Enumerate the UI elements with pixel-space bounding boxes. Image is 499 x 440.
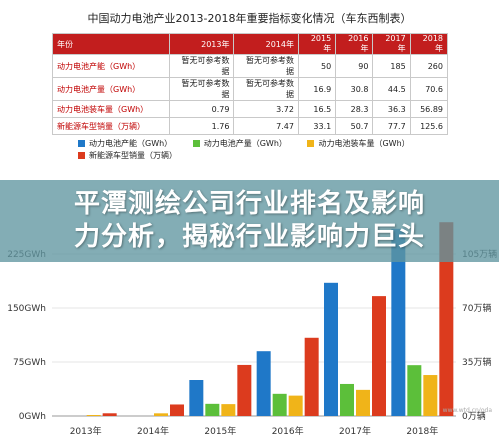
table-header-cell: 2016年 (335, 33, 374, 55)
legend-swatch (78, 152, 85, 159)
table-row: 动力电池装车量（GWh） 0.79 3.72 16.5 28.3 36.3 56… (52, 100, 449, 118)
table-cell: 50.7 (335, 117, 374, 135)
table-cell: 185 (372, 54, 411, 78)
table-row: 动力电池产量（GWh） 暂无可参考数据 暂无可参考数据 16.9 30.8 44… (52, 77, 449, 101)
legend-swatch (78, 140, 85, 147)
watermark-text: www.wtd.cn/oda (443, 407, 493, 414)
table-cell: 125.6 (409, 117, 449, 135)
table-cell: 暂无可参考数据 (168, 77, 235, 101)
bar (256, 351, 271, 416)
table-cell: 暂无可参考数据 (233, 54, 299, 78)
table-cell: 33.1 (297, 117, 337, 135)
chart-legend: 动力电池产能（GWh） 动力电池产量（GWh） 动力电池装车量（GWh） 新能源… (78, 138, 458, 162)
right-tick-label: 70万辆 (462, 302, 491, 314)
bar (356, 389, 370, 416)
x-tick-label: 2014年 (137, 425, 169, 437)
x-tick-label: 2018年 (406, 425, 438, 437)
table-cell: 0.79 (168, 100, 235, 118)
bar (288, 395, 303, 416)
legend-item: 动力电池产能（GWh） (78, 138, 172, 150)
legend-label: 新能源车型销量（万辆） (89, 151, 177, 160)
title-banner (0, 180, 499, 262)
bar (205, 403, 220, 416)
row-label: 新能源车型销量（万辆） (52, 117, 170, 135)
bar (154, 413, 168, 416)
table-cell: 暂无可参考数据 (168, 54, 235, 78)
table-cell: 36.3 (372, 100, 411, 118)
table-cell: 30.8 (335, 77, 374, 101)
legend-item: 动力电池产量（GWh） (192, 138, 287, 150)
bar (391, 228, 406, 416)
table-cell: 16.9 (297, 77, 337, 101)
bar (170, 404, 184, 416)
bar (423, 375, 438, 416)
table-cell: 50 (297, 54, 337, 78)
x-tick-label: 2015年 (204, 425, 236, 437)
legend-swatch (192, 140, 200, 147)
banner-line: 平潭测绘公司行业排名及影响 (73, 189, 425, 219)
legend-label: 动力电池产能（GWh） (89, 139, 173, 148)
legend-item: 动力电池装车量（GWh） (307, 138, 410, 150)
right-tick-label: 0万辆 (462, 410, 486, 422)
table-header-cell: 2014年 (233, 33, 299, 55)
bar (272, 393, 287, 416)
bar (221, 404, 236, 416)
bar (407, 365, 422, 416)
bar (324, 282, 338, 416)
x-tick-label: 2016年 (272, 425, 304, 437)
right-tick-label: 35万辆 (462, 356, 491, 368)
left-tick-label: 75GWh (13, 358, 46, 368)
bar (304, 337, 319, 416)
bar (439, 222, 454, 416)
table-cell: 7.47 (233, 117, 299, 135)
left-tick-label: 0GWh (19, 412, 46, 422)
banner-line: 力分析，揭秘行业影响力巨头 (73, 222, 425, 252)
table-cell: 90 (335, 54, 374, 78)
bar (86, 415, 101, 416)
x-tick-label: 2017年 (339, 425, 371, 437)
legend-label: 动力电池装车量（GWh） (318, 139, 410, 148)
row-label: 动力电池装车量（GWh） (52, 100, 170, 118)
row-label: 动力电池产能（GWh） (52, 54, 170, 78)
table-cell: 3.72 (233, 100, 299, 118)
banner-headline: 平潭测绘公司行业排名及影响 力分析，揭秘行业影响力巨头 (0, 188, 499, 254)
table-cell: 56.89 (409, 100, 449, 118)
table-header-row: 年份 2013年 2014年 2015年 2016年 2017年 2018年 (52, 33, 449, 55)
table-header-cell: 2015年 (297, 33, 337, 55)
bar (189, 380, 204, 416)
table-cell: 28.3 (335, 100, 374, 118)
table-title: 中国动力电池产业2013-2018年重要指标变化情况（车东西制表） (87, 12, 412, 25)
table-header-cell: 2018年 (409, 33, 449, 55)
bar (372, 296, 386, 416)
table-cell: 暂无可参考数据 (233, 77, 299, 101)
bar (237, 364, 252, 416)
row-label: 动力电池产量（GWh） (52, 77, 170, 101)
table-header-cell: 2013年 (168, 33, 235, 55)
table-row: 动力电池产能（GWh） 暂无可参考数据 暂无可参考数据 50 90 185 26… (52, 54, 449, 78)
legend-swatch (307, 140, 315, 147)
table-cell: 44.5 (372, 77, 411, 101)
bar (102, 413, 117, 416)
left-tick-label: 150GWh (7, 304, 46, 314)
legend-label: 动力电池产量（GWh） (203, 139, 287, 148)
table-cell: 1.76 (168, 117, 235, 135)
table-cell: 16.5 (297, 100, 337, 118)
table-header-cell: 年份 (52, 33, 170, 55)
table-cell: 260 (409, 54, 449, 78)
bar (340, 383, 354, 416)
table-row: 新能源车型销量（万辆） 1.76 7.47 33.1 50.7 77.7 125… (52, 117, 449, 135)
table-cell: 77.7 (372, 117, 411, 135)
table-cell: 70.6 (409, 77, 449, 101)
table-header-cell: 2017年 (372, 33, 411, 55)
indicator-table: 年份 2013年 2014年 2015年 2016年 2017年 2018年 动… (52, 33, 449, 135)
legend-item: 新能源车型销量（万辆） (78, 150, 177, 162)
x-tick-label: 2013年 (70, 425, 102, 437)
